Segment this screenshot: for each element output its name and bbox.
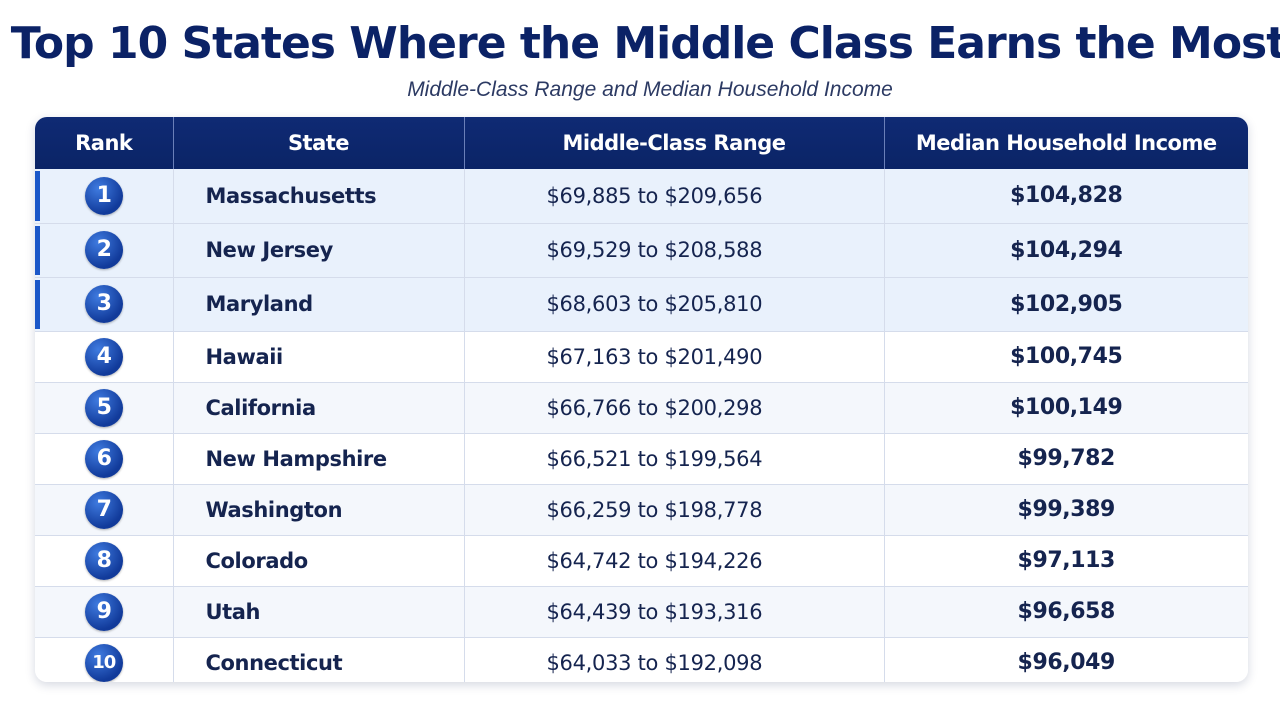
income-cell: $102,905 — [1010, 291, 1123, 317]
income-cell: $100,149 — [1010, 395, 1123, 420]
table-row: 1 Massachusetts $69,885 to $209,656 $104… — [35, 169, 1248, 223]
state-cell: Hawaii — [173, 331, 465, 382]
page-subtitle: Middle-Class Range and Median Household … — [407, 78, 893, 101]
table-row: 4 Hawaii $67,163 to $201,490 $100,745 — [35, 331, 1248, 382]
rank-badge: 3 — [84, 285, 123, 323]
table-row: 5 California $66,766 to $200,298 $100,14… — [35, 382, 1248, 433]
range-cell: $64,033 to $192,098 — [464, 637, 885, 682]
range-cell: $69,529 to $208,588 — [464, 223, 885, 277]
rank-badge: 7 — [84, 490, 123, 529]
table-row: 10 Connecticut $64,033 to $192,098 $96,0… — [35, 637, 1248, 682]
range-cell: $67,163 to $201,490 — [464, 331, 885, 382]
rank-cell: 10 — [35, 637, 174, 682]
state-cell: Massachusetts — [173, 169, 465, 223]
rank-cell: 5 — [35, 382, 174, 433]
range-cell: $69,885 to $209,656 — [464, 169, 885, 223]
income-table: Rank State Middle-Class Range Median Hou… — [35, 117, 1248, 682]
income-cell: $97,113 — [1017, 548, 1116, 573]
state-cell: California — [173, 382, 465, 433]
table-row: 3 Maryland $68,603 to $205,810 $102,905 — [35, 277, 1248, 331]
state-cell: Maryland — [173, 277, 465, 331]
range-cell: $68,603 to $205,810 — [464, 277, 885, 331]
rank-badge: 1 — [84, 176, 123, 215]
rank-cell: 7 — [35, 484, 174, 535]
table-row: 9 Utah $64,439 to $193,316 $96,658 — [35, 586, 1248, 637]
header-rank: Rank — [35, 117, 174, 169]
rank-badge: 8 — [84, 541, 123, 580]
income-cell: $104,828 — [1010, 183, 1123, 209]
rank-badge: 4 — [84, 337, 123, 376]
rank-badge: 6 — [84, 439, 123, 478]
state-cell: Colorado — [173, 535, 465, 586]
range-cell: $66,766 to $200,298 — [464, 382, 885, 433]
state-cell: New Jersey — [173, 223, 465, 277]
page-title: Top 10 States Where the Middle Class Ear… — [10, 18, 1280, 69]
state-cell: Connecticut — [173, 637, 465, 682]
header-income: Median Household Income — [915, 131, 1217, 155]
income-cell: $99,782 — [1017, 446, 1116, 471]
rank-cell: 9 — [35, 586, 174, 637]
rank-cell: 2 — [35, 223, 174, 277]
income-cell: $96,658 — [1017, 599, 1116, 624]
rank-cell: 8 — [35, 535, 174, 586]
income-table-card: Rank State Middle-Class Range Median Hou… — [35, 117, 1248, 682]
range-cell: $66,259 to $198,778 — [464, 484, 885, 535]
income-cell: $104,294 — [1010, 237, 1123, 263]
range-cell: $64,742 to $194,226 — [464, 535, 885, 586]
range-cell: $66,521 to $199,564 — [464, 433, 885, 484]
table-row: 2 New Jersey $69,529 to $208,588 $104,29… — [35, 223, 1248, 277]
table-row: 8 Colorado $64,742 to $194,226 $97,113 — [35, 535, 1248, 586]
income-cell: $96,049 — [1017, 650, 1116, 676]
table-row: 6 New Hampshire $66,521 to $199,564 $99,… — [35, 433, 1248, 484]
table-row: 7 Washington $66,259 to $198,778 $99,389 — [35, 484, 1248, 535]
rank-badge: 10 — [84, 643, 123, 682]
rank-cell: 4 — [35, 331, 174, 382]
rank-badge: 9 — [84, 592, 123, 631]
rank-badge: 2 — [84, 231, 123, 269]
income-cell: $100,745 — [1010, 344, 1123, 369]
rank-cell: 1 — [35, 169, 174, 223]
range-cell: $64,439 to $193,316 — [464, 586, 885, 637]
rank-badge: 5 — [84, 388, 123, 427]
income-cell: $99,389 — [1017, 497, 1116, 522]
header-range: Middle-Class Range — [464, 117, 885, 169]
state-cell: Washington — [173, 484, 465, 535]
rank-cell: 3 — [35, 277, 174, 331]
state-cell: Utah — [173, 586, 465, 637]
table-header-row: Rank State Middle-Class Range Median Hou… — [35, 117, 1248, 169]
header-state: State — [173, 117, 465, 169]
state-cell: New Hampshire — [173, 433, 465, 484]
rank-cell: 6 — [35, 433, 174, 484]
